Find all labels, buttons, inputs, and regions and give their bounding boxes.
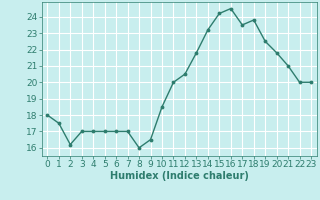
- X-axis label: Humidex (Indice chaleur): Humidex (Indice chaleur): [110, 171, 249, 181]
